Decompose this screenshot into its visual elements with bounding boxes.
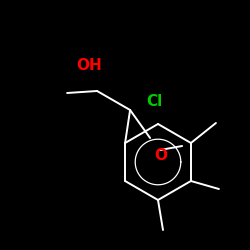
Text: Cl: Cl [146, 94, 162, 110]
Text: O: O [154, 148, 167, 163]
Text: OH: OH [76, 58, 102, 73]
